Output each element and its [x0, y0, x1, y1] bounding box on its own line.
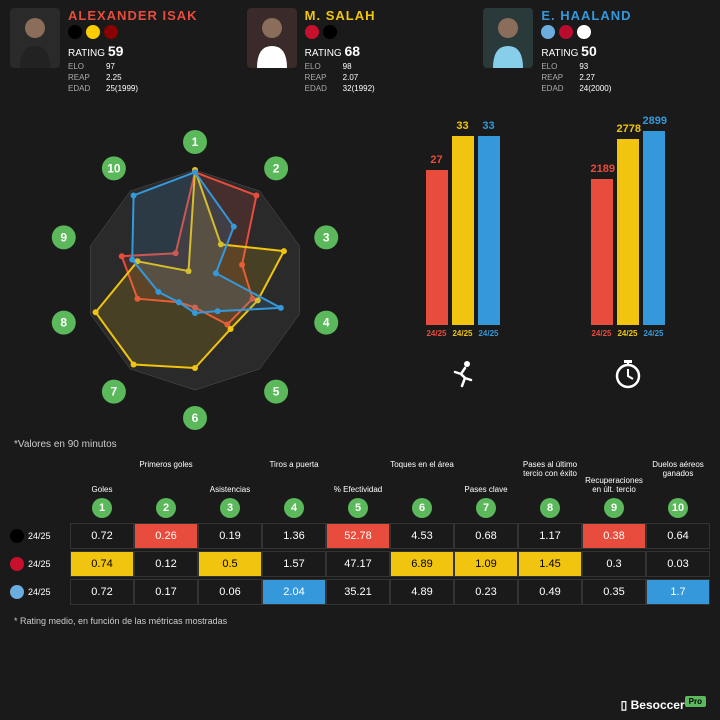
rating-label: RATING 59	[68, 43, 237, 59]
data-cell: 4.53	[390, 523, 454, 549]
note-90min: *Valores en 90 minutos	[0, 435, 720, 454]
player-photo	[10, 8, 60, 68]
badge-icon	[541, 25, 555, 39]
bar: 2189	[591, 179, 613, 325]
metric-number: 4	[284, 498, 304, 518]
data-cell: 0.68	[454, 523, 518, 549]
data-cell: 1.17	[518, 523, 582, 549]
svg-text:5: 5	[273, 384, 280, 398]
metric-header: Primeros goles	[134, 460, 198, 469]
metric-number: 3	[220, 498, 240, 518]
player-card: E. HAALAND RATING 50 ELO93 REAP2.27 EDAD…	[483, 8, 710, 95]
svg-text:8: 8	[60, 315, 67, 329]
table-row: 24/250.720.260.191.3652.784.530.681.170.…	[10, 522, 710, 550]
bar: 33	[452, 136, 474, 325]
svg-text:10: 10	[107, 161, 121, 175]
metric-header: Toques en el área	[390, 460, 454, 469]
team-badge-icon	[10, 557, 24, 571]
player-card: ALEXANDER ISAK RATING 59 ELO97 REAP2.25 …	[10, 8, 237, 95]
data-cell: 1.09	[454, 551, 518, 577]
data-cell: 1.57	[262, 551, 326, 577]
bar: 27	[426, 170, 448, 324]
badge-icon	[104, 25, 118, 39]
data-cell: 0.17	[134, 579, 198, 605]
metric-header: Recuperaciones en últ. tercio	[582, 476, 646, 494]
player-card: M. SALAH RATING 68 ELO98 REAP2.07 EDAD32…	[247, 8, 474, 95]
data-cell: 1.36	[262, 523, 326, 549]
metric-number: 9	[604, 498, 624, 518]
data-cell: 0.19	[198, 523, 262, 549]
svg-text:4: 4	[323, 315, 330, 329]
data-cell: 0.3	[582, 551, 646, 577]
rating-label: RATING 50	[541, 43, 710, 59]
metric-number: 8	[540, 498, 560, 518]
player-name: E. HAALAND	[541, 8, 710, 23]
badge-icon	[323, 25, 337, 39]
data-cell: 0.72	[70, 523, 134, 549]
metric-number: 10	[668, 498, 688, 518]
bar-group: 21892778289924/2524/2524/25	[555, 115, 700, 425]
bar: 33	[478, 136, 500, 325]
metric-header: Pases al último tercio con éxito	[518, 460, 582, 478]
svg-text:9: 9	[60, 230, 67, 244]
data-cell: 0.23	[454, 579, 518, 605]
metric-header: Pases clave	[454, 485, 518, 494]
running-icon	[390, 358, 535, 397]
badge-icon	[559, 25, 573, 39]
data-cell: 2.04	[262, 579, 326, 605]
metric-number: 7	[476, 498, 496, 518]
rating-label: RATING 68	[305, 43, 474, 59]
stopwatch-icon	[555, 358, 700, 397]
metric-number: 5	[348, 498, 368, 518]
metric-header: Goles	[70, 485, 134, 494]
logo: ▯ BesoccerPro	[621, 697, 706, 712]
metric-number: 6	[412, 498, 432, 518]
badge-icon	[305, 25, 319, 39]
metric-number: 1	[92, 498, 112, 518]
data-cell: 0.74	[70, 551, 134, 577]
data-cell: 1.7	[646, 579, 710, 605]
player-photo	[483, 8, 533, 68]
bar: 2778	[617, 139, 639, 324]
data-cell: 0.38	[582, 523, 646, 549]
data-cell: 0.49	[518, 579, 582, 605]
data-cell: 0.26	[134, 523, 198, 549]
metric-header: Asistencias	[198, 485, 262, 494]
svg-text:1: 1	[192, 135, 199, 149]
player-name: ALEXANDER ISAK	[68, 8, 237, 23]
data-cell: 0.5	[198, 551, 262, 577]
player-name: M. SALAH	[305, 8, 474, 23]
data-cell: 52.78	[326, 523, 390, 549]
badge-icon	[577, 25, 591, 39]
metric-header: % Efectividad	[326, 485, 390, 494]
data-cell: 0.64	[646, 523, 710, 549]
metric-number: 2	[156, 498, 176, 518]
team-badge-icon	[10, 585, 24, 599]
bar-group: 27333324/2524/2524/25	[390, 115, 535, 425]
data-cell: 0.06	[198, 579, 262, 605]
svg-text:3: 3	[323, 230, 330, 244]
badge-icon	[68, 25, 82, 39]
svg-text:7: 7	[111, 384, 118, 398]
svg-text:2: 2	[273, 161, 280, 175]
svg-text:6: 6	[192, 411, 199, 425]
data-cell: 1.45	[518, 551, 582, 577]
data-cell: 35.21	[326, 579, 390, 605]
table-row: 24/250.720.170.062.0435.214.890.230.490.…	[10, 578, 710, 606]
team-badge-icon	[10, 529, 24, 543]
data-cell: 0.03	[646, 551, 710, 577]
data-cell: 0.72	[70, 579, 134, 605]
data-cell: 47.17	[326, 551, 390, 577]
metric-header: Duelos aéreos ganados	[646, 460, 710, 478]
data-cell: 0.12	[134, 551, 198, 577]
metric-header: Tiros a puerta	[262, 460, 326, 469]
player-photo	[247, 8, 297, 68]
data-cell: 6.89	[390, 551, 454, 577]
badge-icon	[86, 25, 100, 39]
table-row: 24/250.740.120.51.5747.176.891.091.450.3…	[10, 550, 710, 578]
data-cell: 0.35	[582, 579, 646, 605]
footer-note: * Rating medio, en función de las métric…	[0, 612, 720, 630]
data-cell: 4.89	[390, 579, 454, 605]
bar: 2899	[643, 131, 665, 324]
